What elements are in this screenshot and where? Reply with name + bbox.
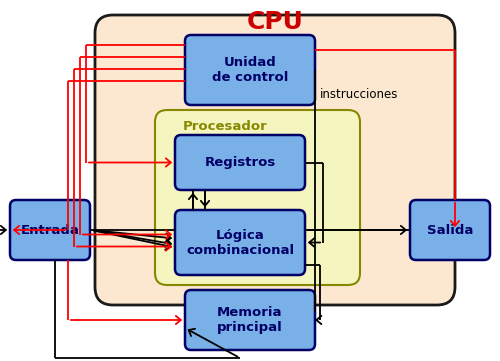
FancyBboxPatch shape xyxy=(185,35,315,105)
FancyBboxPatch shape xyxy=(155,110,360,285)
Text: Unidad
de control: Unidad de control xyxy=(212,56,288,84)
Text: Lógica
combinacional: Lógica combinacional xyxy=(186,229,294,257)
FancyBboxPatch shape xyxy=(410,200,490,260)
FancyBboxPatch shape xyxy=(175,135,305,190)
Text: instrucciones: instrucciones xyxy=(320,88,398,101)
Text: Entrada: Entrada xyxy=(20,223,80,236)
Text: Procesador: Procesador xyxy=(182,120,268,133)
Text: Salida: Salida xyxy=(427,223,473,236)
FancyBboxPatch shape xyxy=(185,290,315,350)
FancyBboxPatch shape xyxy=(10,200,90,260)
Text: Memoria
principal: Memoria principal xyxy=(217,306,283,334)
Text: CPU: CPU xyxy=(246,10,304,34)
FancyBboxPatch shape xyxy=(95,15,455,305)
Text: Registros: Registros xyxy=(204,156,276,169)
FancyBboxPatch shape xyxy=(175,210,305,275)
